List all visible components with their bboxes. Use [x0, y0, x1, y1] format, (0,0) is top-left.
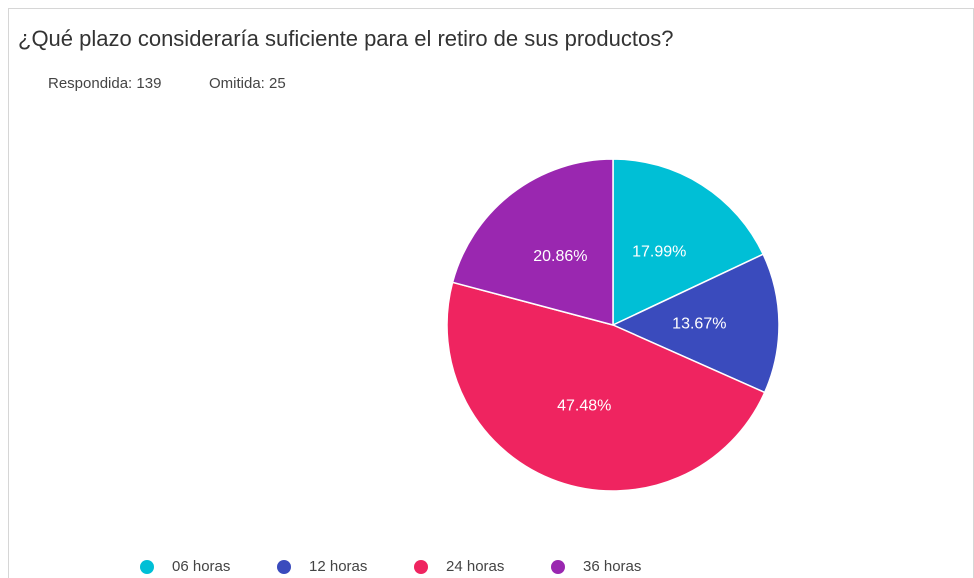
pie-slice	[611, 253, 780, 394]
slice-label: 13.67%	[672, 315, 726, 332]
legend-swatch	[414, 560, 428, 574]
chart-title: ¿Qué plazo consideraría suficiente para …	[18, 26, 673, 51]
pie-slice	[446, 281, 766, 492]
slice-label: 20.86%	[533, 248, 587, 265]
legend-label: 06 horas	[172, 558, 230, 575]
pie-slice	[612, 158, 765, 327]
legend-swatch	[551, 560, 565, 574]
legend-swatch	[277, 560, 291, 574]
skipped-count: Omitida: 25	[209, 75, 286, 92]
slice-label: 47.48%	[557, 398, 611, 415]
legend-label: 12 horas	[309, 558, 367, 575]
slice-label: 17.99%	[632, 243, 686, 260]
legend-swatch	[140, 560, 154, 574]
answered-count: Respondida: 139	[48, 75, 161, 92]
legend-label: 36 horas	[583, 558, 641, 575]
legend-label: 24 horas	[446, 558, 504, 575]
pie-slice	[451, 158, 614, 326]
